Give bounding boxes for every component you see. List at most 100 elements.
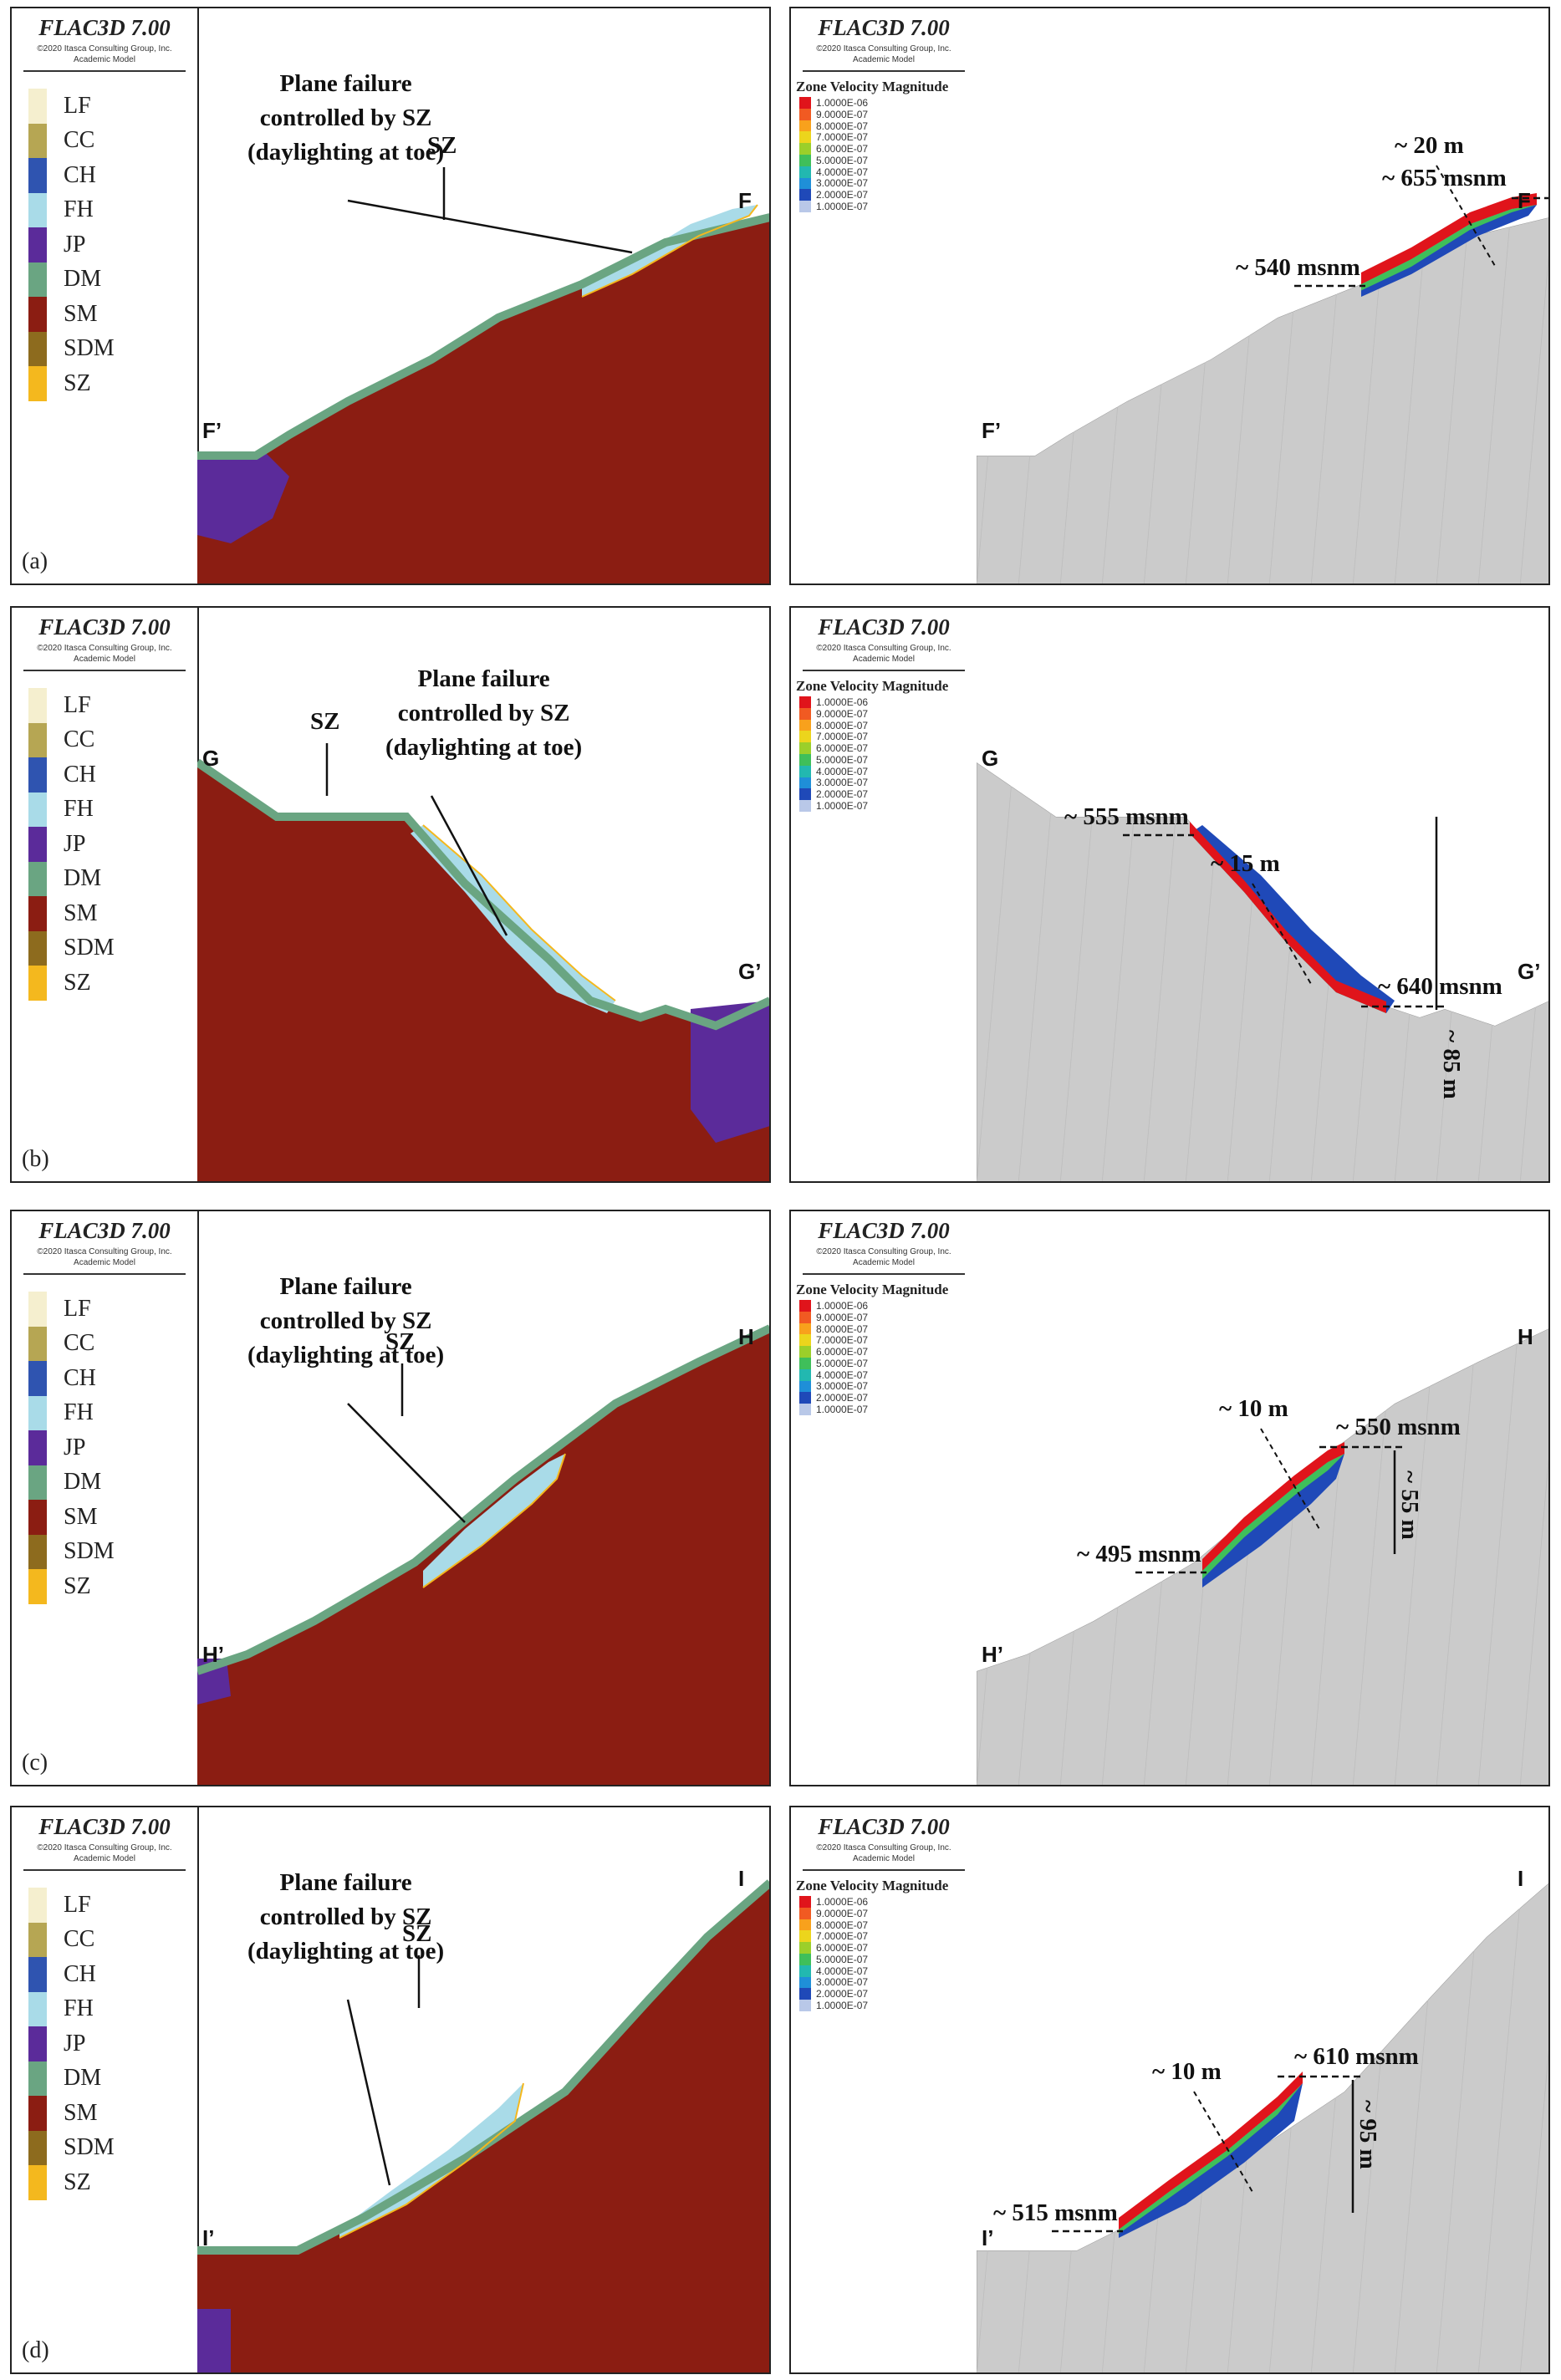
colorbar-swatch xyxy=(799,1346,811,1358)
software-title: FLAC3D 7.00 xyxy=(818,1814,950,1839)
velocity-panel-d: FLAC3D 7.00 ©2020 Itasca Consulting Group… xyxy=(789,1806,1550,2374)
legend-swatch xyxy=(28,827,47,862)
velocity-panel-c: FLAC3D 7.00 ©2020 Itasca Consulting Group… xyxy=(789,1210,1550,1786)
legend-swatch xyxy=(28,1991,47,2026)
legend-item: FH xyxy=(28,792,115,827)
legend-swatch xyxy=(28,2061,47,2096)
legend-item: FH xyxy=(28,1395,115,1430)
velocity-view: ~ 555 msnm ~ 640 msnm ~ 15 m ~ 85 m G G’ xyxy=(977,608,1548,1181)
sz-label: SZ xyxy=(310,708,340,735)
legend-label: FH xyxy=(64,1399,94,1426)
sz-surface xyxy=(422,824,616,1001)
velocity-section-svg xyxy=(977,608,1548,1181)
colorbar-label: 4.0000E-07 xyxy=(816,1368,869,1381)
colorbar-swatch xyxy=(799,1380,811,1393)
software-title: FLAC3D 7.00 xyxy=(818,1218,950,1243)
sz-label: SZ xyxy=(385,1328,416,1355)
legend-label: SDM xyxy=(64,1538,115,1565)
colorbar-label: 7.0000E-07 xyxy=(816,1930,869,1943)
colorbar-swatch xyxy=(799,166,811,178)
material-view: Plane failure controlled by SZ (daylightin… xyxy=(197,608,769,1181)
sm-rock-mass xyxy=(197,762,769,1181)
legend-item: CH xyxy=(28,1361,115,1396)
colorbar-label: 8.0000E-07 xyxy=(816,719,869,731)
annotation-line: Plane failure xyxy=(279,70,412,97)
colorbar-entry: 1.0000E-07 xyxy=(799,800,868,812)
colorbar-label: 3.0000E-07 xyxy=(816,1976,869,1989)
colorbar-label: 7.0000E-07 xyxy=(816,731,869,743)
material-sidebar: FLAC3D 7.00 ©2020 Itasca Consulting Group… xyxy=(12,1211,199,1785)
legend-item: LF xyxy=(28,688,115,723)
dm-zone xyxy=(197,758,769,1031)
legend-item: SZ xyxy=(28,1569,115,1604)
material-section-svg xyxy=(197,167,769,584)
colorbar-entry: 1.0000E-07 xyxy=(799,2000,868,2011)
velocity-zone-high xyxy=(1361,193,1537,284)
section-end-right: I xyxy=(738,1866,745,1891)
material-panel-a: FLAC3D 7.00 ©2020 Itasca Consulting Group… xyxy=(10,7,771,585)
annotation-line: controlled by SZ xyxy=(259,104,432,131)
copyright-text: ©2020 Itasca Consulting Group, Inc. xyxy=(816,44,951,54)
crest-elevation: ~ 550 msnm xyxy=(1336,1414,1461,1440)
thickness-arrow xyxy=(1436,165,1496,267)
colorbar-label: 1.0000E-07 xyxy=(816,1404,869,1416)
legend-item: SZ xyxy=(28,366,115,401)
material-view: Plane failure controlled by SZ (daylightin… xyxy=(197,8,769,584)
legend-item: DM xyxy=(28,2061,115,2096)
annotation-line: (daylighting at toe) xyxy=(385,734,583,761)
annotation-line: (daylighting at toe) xyxy=(247,1938,445,1965)
colorbar-swatch xyxy=(799,1919,811,1931)
fh-zone xyxy=(339,2083,523,2238)
copyright-text: ©2020 Itasca Consulting Group, Inc. xyxy=(37,1843,172,1853)
divider xyxy=(23,1869,186,1871)
divider xyxy=(23,70,186,72)
legend-label: LF xyxy=(64,1891,91,1918)
mesh-line xyxy=(1519,255,1548,584)
legend-swatch xyxy=(28,1922,47,1957)
legend-swatch xyxy=(28,1957,47,1992)
model-type-text: Academic Model xyxy=(74,55,135,64)
legend-label: LF xyxy=(64,1295,91,1322)
legend-label: JP xyxy=(64,1434,86,1460)
material-legend: LF CC CH FH JP DM SM SDM SZ xyxy=(28,1292,115,1604)
thickness-label: ~ 15 m xyxy=(1211,850,1280,877)
colorbar-entry: 9.0000E-07 xyxy=(799,1312,868,1323)
sky xyxy=(977,608,1548,1026)
velocity-sidebar: FLAC3D 7.00 ©2020 Itasca Consulting Group… xyxy=(791,608,978,1181)
colorbar-entry: 3.0000E-07 xyxy=(799,777,868,788)
software-title: FLAC3D 7.00 xyxy=(38,614,171,640)
material-panel-c: FLAC3D 7.00 ©2020 Itasca Consulting Group… xyxy=(10,1210,771,1786)
colorbar-label: 5.0000E-07 xyxy=(816,1953,869,1965)
legend-label: SZ xyxy=(64,369,91,396)
copyright-text: ©2020 Itasca Consulting Group, Inc. xyxy=(37,644,172,653)
section-end-right: F xyxy=(738,188,752,213)
model-type-text: Academic Model xyxy=(853,1258,915,1267)
model-type-text: Academic Model xyxy=(74,1854,135,1863)
annotation-line: (daylighting at toe) xyxy=(247,1342,445,1368)
annotation-line: (daylighting at toe) xyxy=(247,139,445,166)
colorbar-label: 7.0000E-07 xyxy=(816,1334,869,1347)
velocity-zone-high xyxy=(1119,2072,1303,2230)
legend-label: CC xyxy=(64,726,95,753)
colorbar-entry: 1.0000E-06 xyxy=(799,696,868,708)
legend-label: FH xyxy=(64,796,94,823)
annotation-line: controlled by SZ xyxy=(259,1903,432,1930)
colorbar-label: 7.0000E-07 xyxy=(816,131,869,144)
legend-swatch xyxy=(28,1292,47,1327)
sky xyxy=(977,1807,1548,2250)
colorbar-swatch xyxy=(799,765,811,777)
velocity-colorbar: 1.0000E-06 9.0000E-07 8.0000E-07 7.0000E-07… xyxy=(799,1300,868,1415)
colorbar-entry: 6.0000E-07 xyxy=(799,143,868,155)
annotation-arrow xyxy=(347,1403,466,1523)
colorbar-entry: 8.0000E-07 xyxy=(799,120,868,132)
section-end-right: H xyxy=(1518,1324,1533,1349)
colorbar-entry: 9.0000E-07 xyxy=(799,708,868,720)
velocity-zone-low xyxy=(1190,825,1395,1013)
software-title: FLAC3D 7.00 xyxy=(818,15,950,40)
toe-elevation: ~ 555 msnm xyxy=(1064,803,1189,830)
software-title: FLAC3D 7.00 xyxy=(818,614,950,640)
colorbar-swatch xyxy=(799,1988,811,2000)
legend-label: JP xyxy=(64,231,86,257)
jp-zone xyxy=(691,1001,769,1143)
software-title: FLAC3D 7.00 xyxy=(38,15,171,40)
